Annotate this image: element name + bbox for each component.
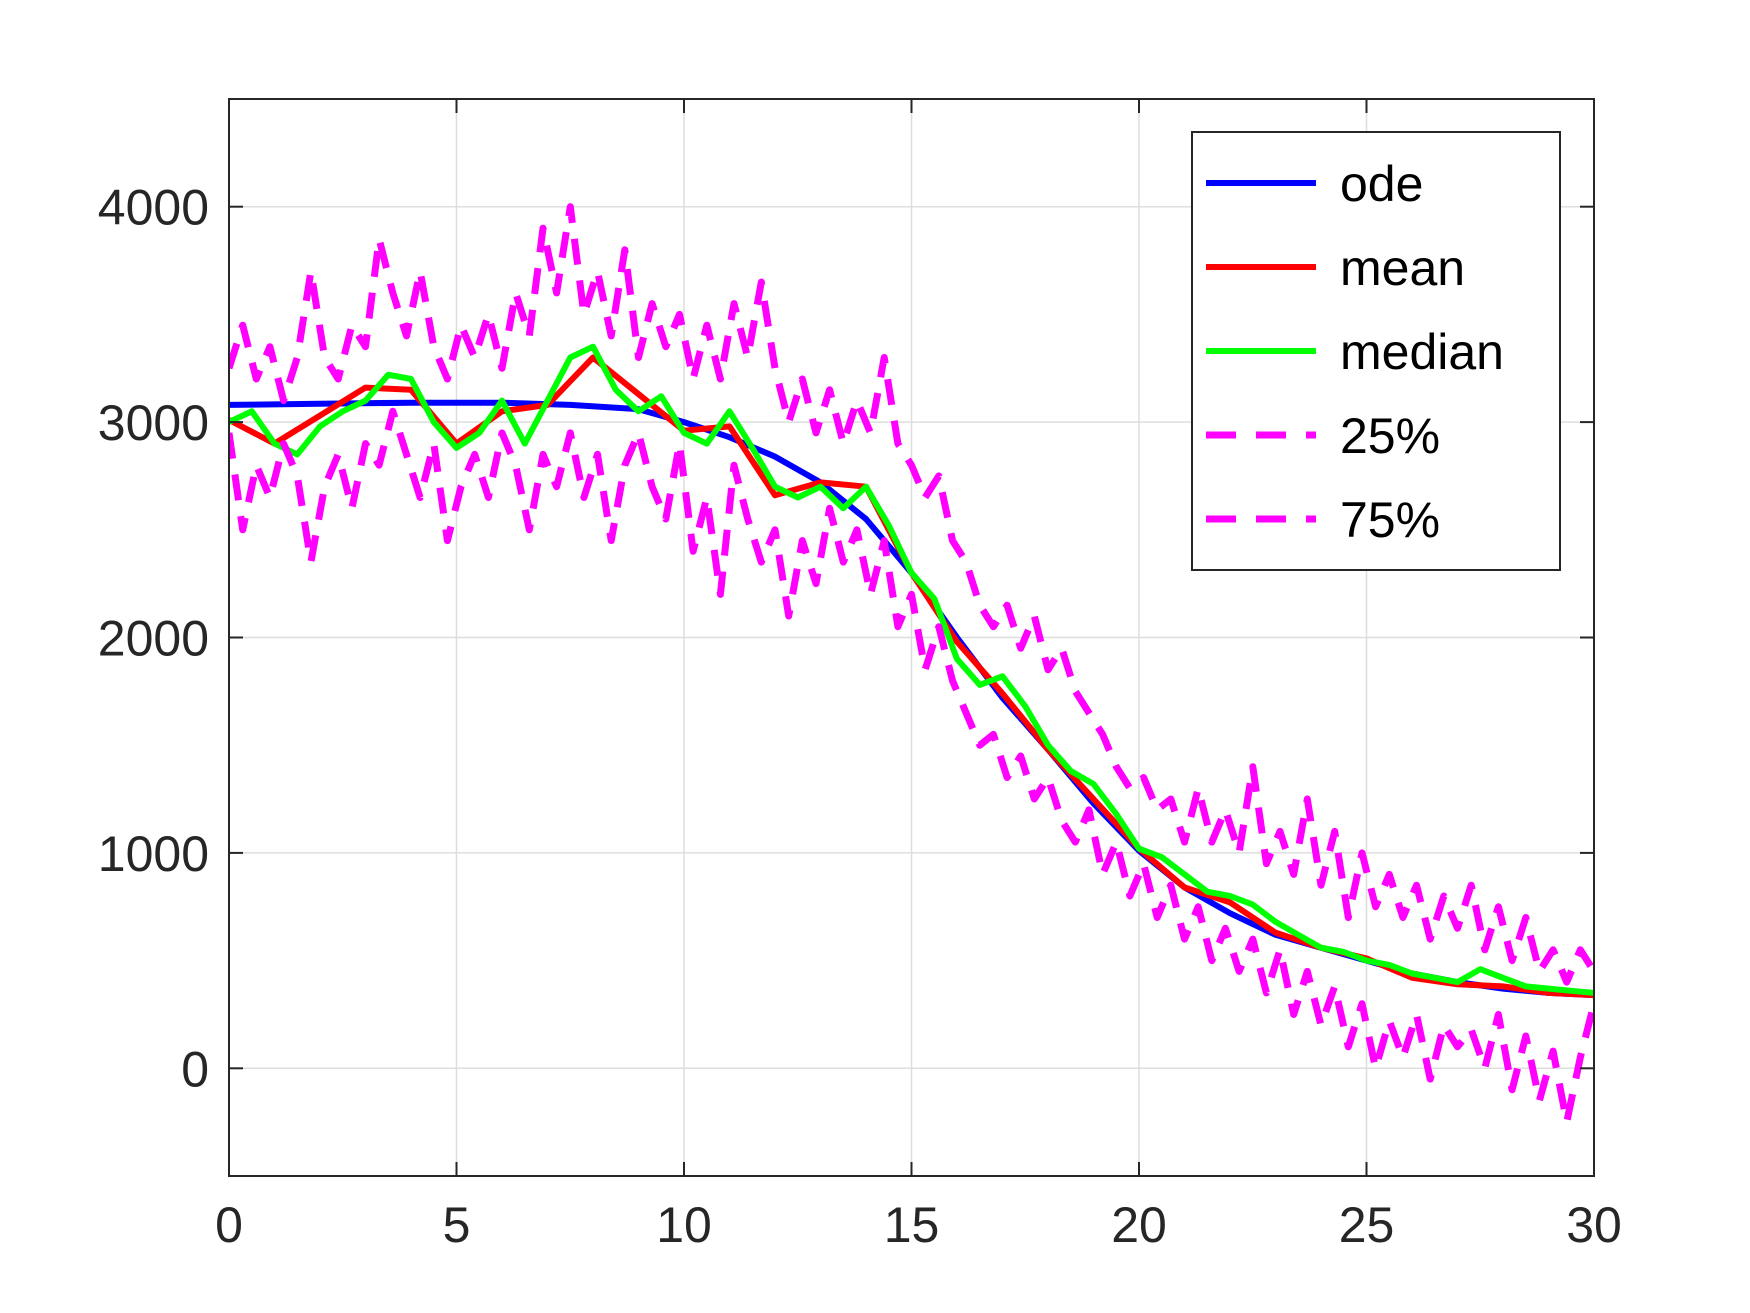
x-tick-label: 20	[1111, 1197, 1167, 1253]
series-line-25	[229, 407, 1594, 1126]
legend: ode mean median 25% 75%	[1191, 131, 1561, 571]
series-line-75	[229, 203, 1594, 986]
y-tick-label: 1000	[98, 826, 209, 882]
legend-label: mean	[1340, 240, 1465, 296]
legend-label: 75%	[1340, 492, 1440, 548]
legend-label: median	[1340, 324, 1504, 380]
legend-label: 25%	[1340, 408, 1440, 464]
x-tick-label: 15	[884, 1197, 940, 1253]
axis-ticks: 0 5 10 15 20 25 30 0 1000 2000 3000 4000	[98, 99, 1622, 1253]
y-tick-label: 2000	[98, 611, 209, 667]
x-tick-label: 25	[1339, 1197, 1395, 1253]
x-tick-label: 10	[656, 1197, 712, 1253]
x-tick-label: 0	[215, 1197, 243, 1253]
series-layer	[229, 203, 1594, 1126]
series-line-median	[229, 343, 1594, 996]
series-group	[229, 203, 1594, 1126]
legend-label: ode	[1340, 156, 1423, 212]
x-tick-label: 5	[443, 1197, 471, 1253]
y-tick-label: 0	[181, 1041, 209, 1097]
x-tick-label: 30	[1566, 1197, 1622, 1253]
y-tick-label: 4000	[98, 180, 209, 236]
y-tick-label: 3000	[98, 395, 209, 451]
